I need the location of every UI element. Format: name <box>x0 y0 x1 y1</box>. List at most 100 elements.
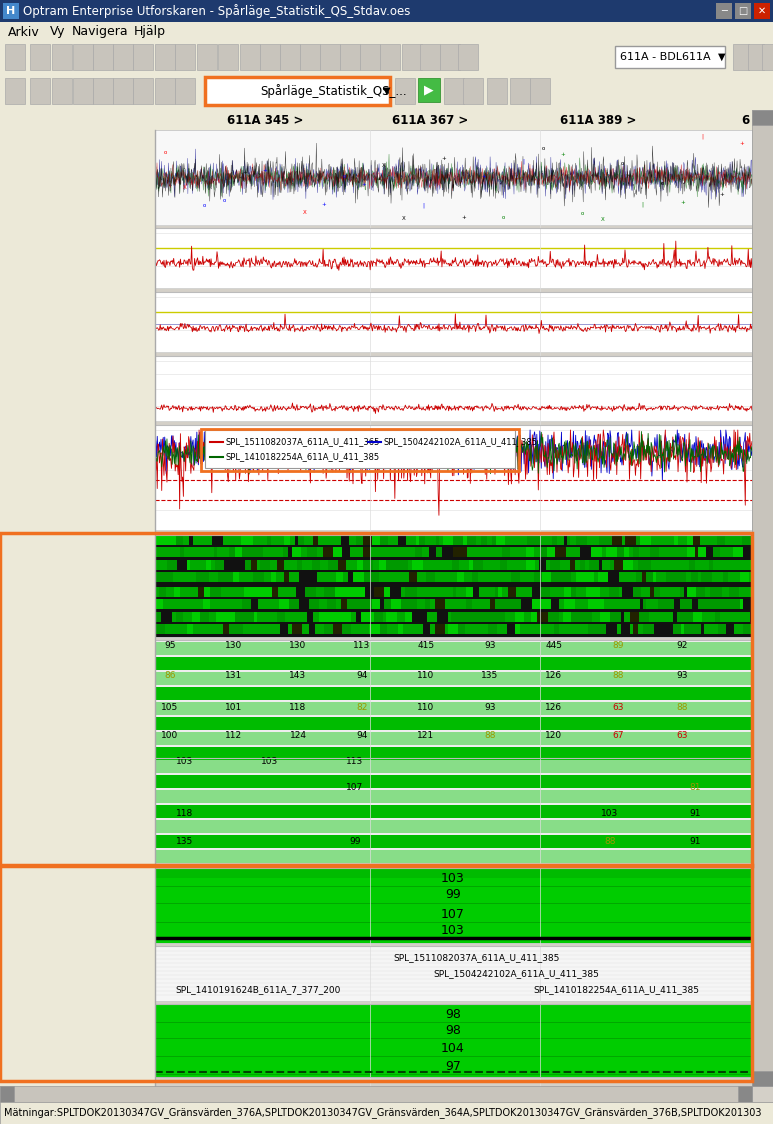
Bar <box>437 587 446 597</box>
Bar <box>606 560 610 570</box>
Bar <box>636 535 640 545</box>
Bar <box>427 611 437 622</box>
Text: 88: 88 <box>676 702 688 711</box>
Text: 99: 99 <box>445 888 461 901</box>
Bar <box>423 624 430 634</box>
Bar <box>217 547 226 558</box>
Bar <box>0 533 752 865</box>
Text: o: o <box>502 215 505 220</box>
Text: 126: 126 <box>546 702 563 711</box>
Bar <box>156 732 751 745</box>
Bar <box>534 547 541 558</box>
Bar <box>52 44 72 70</box>
Bar <box>226 547 229 558</box>
Bar <box>576 535 587 545</box>
Bar <box>733 44 749 70</box>
Bar <box>295 535 298 545</box>
Bar <box>174 587 180 597</box>
Bar <box>5 44 25 70</box>
Bar <box>606 624 617 634</box>
Bar <box>677 560 685 570</box>
Bar <box>296 611 307 622</box>
Bar <box>689 560 695 570</box>
Text: 151231: 151231 <box>117 873 152 882</box>
Bar <box>232 587 240 597</box>
Bar <box>439 535 443 545</box>
Bar <box>156 702 751 715</box>
Bar <box>133 78 153 105</box>
Bar <box>336 599 341 609</box>
Text: 2: 2 <box>146 307 152 317</box>
Bar <box>204 572 209 582</box>
Bar <box>551 572 561 582</box>
Text: 100: 100 <box>162 732 179 741</box>
Bar <box>564 535 567 545</box>
Bar <box>752 110 773 1086</box>
Bar <box>752 1071 773 1086</box>
Bar <box>196 611 200 622</box>
Bar <box>531 611 537 622</box>
Bar <box>630 611 639 622</box>
Bar <box>133 44 153 70</box>
Text: 81: 81 <box>690 782 701 791</box>
Bar <box>749 572 760 582</box>
Bar <box>633 587 641 597</box>
Text: 112: 112 <box>226 732 243 741</box>
Bar <box>507 560 515 570</box>
Bar <box>391 599 397 609</box>
Bar <box>171 535 176 545</box>
Bar <box>426 572 435 582</box>
Text: o: o <box>621 161 625 165</box>
Bar <box>229 547 235 558</box>
Text: 63: 63 <box>612 702 624 711</box>
Bar <box>705 599 710 609</box>
Bar <box>156 672 751 685</box>
Bar <box>674 599 680 609</box>
Bar <box>623 560 633 570</box>
Bar <box>290 535 295 545</box>
Bar <box>262 587 272 597</box>
Bar <box>404 547 415 558</box>
Bar <box>335 611 340 622</box>
Text: Halvårssammans
tällning Använda
mätningar: Halvårssammans tällning Använda mätninga… <box>4 957 88 989</box>
Bar <box>155 640 752 755</box>
Bar <box>193 535 202 545</box>
Bar <box>241 535 245 545</box>
Bar <box>705 587 710 597</box>
Bar <box>741 611 750 622</box>
Bar <box>205 430 515 468</box>
Bar <box>262 624 271 634</box>
Bar <box>619 572 630 582</box>
Bar <box>422 611 427 622</box>
Bar <box>409 572 417 582</box>
Bar <box>264 599 269 609</box>
Text: 63: 63 <box>676 732 688 741</box>
Bar <box>368 560 373 570</box>
Bar <box>218 572 223 582</box>
Bar <box>735 572 740 582</box>
Bar <box>687 599 692 609</box>
Bar <box>687 535 693 545</box>
Bar <box>342 547 350 558</box>
Bar <box>567 535 570 545</box>
Bar <box>363 547 370 558</box>
Bar <box>646 599 654 609</box>
Bar <box>355 587 365 597</box>
Text: 88: 88 <box>484 732 495 741</box>
Text: SPL_1504242102A_611A_U_411_385: SPL_1504242102A_611A_U_411_385 <box>433 970 599 979</box>
Bar <box>323 547 333 558</box>
Bar <box>167 572 173 582</box>
Bar <box>264 572 271 582</box>
Bar <box>526 560 535 570</box>
Bar <box>481 535 487 545</box>
Bar <box>743 587 754 597</box>
Bar <box>675 572 683 582</box>
Bar <box>260 44 280 70</box>
Bar <box>284 560 288 570</box>
Bar <box>5 78 25 105</box>
Bar <box>561 572 571 582</box>
Text: |: | <box>423 203 424 208</box>
Bar <box>388 535 398 545</box>
Bar <box>495 599 498 609</box>
Bar <box>500 560 507 570</box>
